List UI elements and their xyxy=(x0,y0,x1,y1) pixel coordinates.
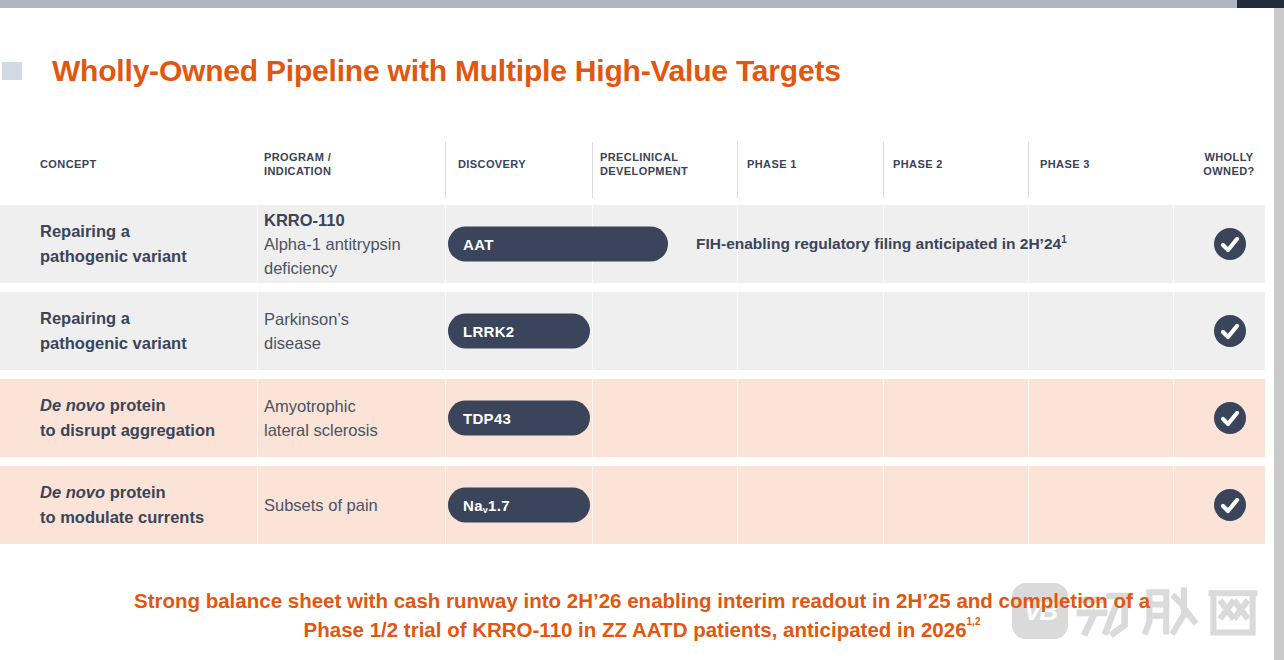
concept-cell: Repairing a pathogenic variant xyxy=(40,292,255,370)
pipeline-row: Repairing a pathogenic variant Parkinson… xyxy=(0,292,1265,370)
header-divider xyxy=(737,142,738,198)
target-pill: LRRK2 xyxy=(448,314,590,349)
check-icon xyxy=(1214,402,1246,434)
pipeline-row: Repairing a pathogenic variant KRRO-110 … xyxy=(0,205,1265,283)
column-header-wholly-owned: WHOLLY OWNED? xyxy=(1173,150,1284,178)
concept-cell: Repairing a pathogenic variant xyxy=(40,205,255,283)
program-indication-cell: Subsets of pain xyxy=(264,466,444,544)
target-pill: TDP43 xyxy=(448,401,590,436)
program-indication-cell: KRRO-110 Alpha-1 antitrypsin deficiency xyxy=(264,205,444,283)
program-indication-cell: Parkinson’s disease xyxy=(264,292,444,370)
page-title: Wholly-Owned Pipeline with Multiple High… xyxy=(52,54,841,88)
milestone-note: FIH-enabling regulatory filing anticipat… xyxy=(696,205,1067,283)
check-icon xyxy=(1214,489,1246,521)
column-header-phase1: PHASE 1 xyxy=(747,157,797,171)
footer-line1: Strong balance sheet with cash runway in… xyxy=(0,586,1284,615)
header-divider xyxy=(592,142,593,198)
target-pill: AAT xyxy=(448,227,668,262)
column-header-discovery: DISCOVERY xyxy=(458,157,526,171)
footer-highlight-text: Strong balance sheet with cash runway in… xyxy=(0,586,1284,644)
column-header-phase3: PHASE 3 xyxy=(1040,157,1090,171)
header-divider xyxy=(445,142,446,198)
check-icon xyxy=(1214,228,1246,260)
check-icon xyxy=(1214,315,1246,347)
window-top-bar xyxy=(0,0,1284,8)
header-divider xyxy=(883,142,884,198)
pipeline-row: De novo protein to disrupt aggregation A… xyxy=(0,379,1265,457)
table-header: CONCEPT PROGRAM / INDICATION DISCOVERY P… xyxy=(0,140,1265,200)
target-pill: Nav1.7 xyxy=(448,488,590,523)
pipeline-slide: { "title": "Wholly-Owned Pipeline with M… xyxy=(0,0,1284,660)
title-accent-square xyxy=(2,62,22,80)
concept-cell: De novo protein to modulate currents xyxy=(40,466,255,544)
column-header-phase2: PHASE 2 xyxy=(893,157,943,171)
window-top-bar-dark-segment xyxy=(1237,0,1284,8)
pipeline-row: De novo protein to modulate currents Sub… xyxy=(0,466,1265,544)
column-header-concept: CONCEPT xyxy=(40,157,97,171)
concept-cell: De novo protein to disrupt aggregation xyxy=(40,379,255,457)
program-indication-cell: Amyotrophic lateral sclerosis xyxy=(264,379,444,457)
window-right-edge xyxy=(1274,8,1284,660)
header-divider xyxy=(1028,142,1029,198)
column-header-program: PROGRAM / INDICATION xyxy=(264,150,331,178)
footer-line2: Phase 1/2 trial of KRRO-110 in ZZ AATD p… xyxy=(0,615,1284,644)
column-header-preclinical: PRECLINICAL DEVELOPMENT xyxy=(600,150,688,178)
